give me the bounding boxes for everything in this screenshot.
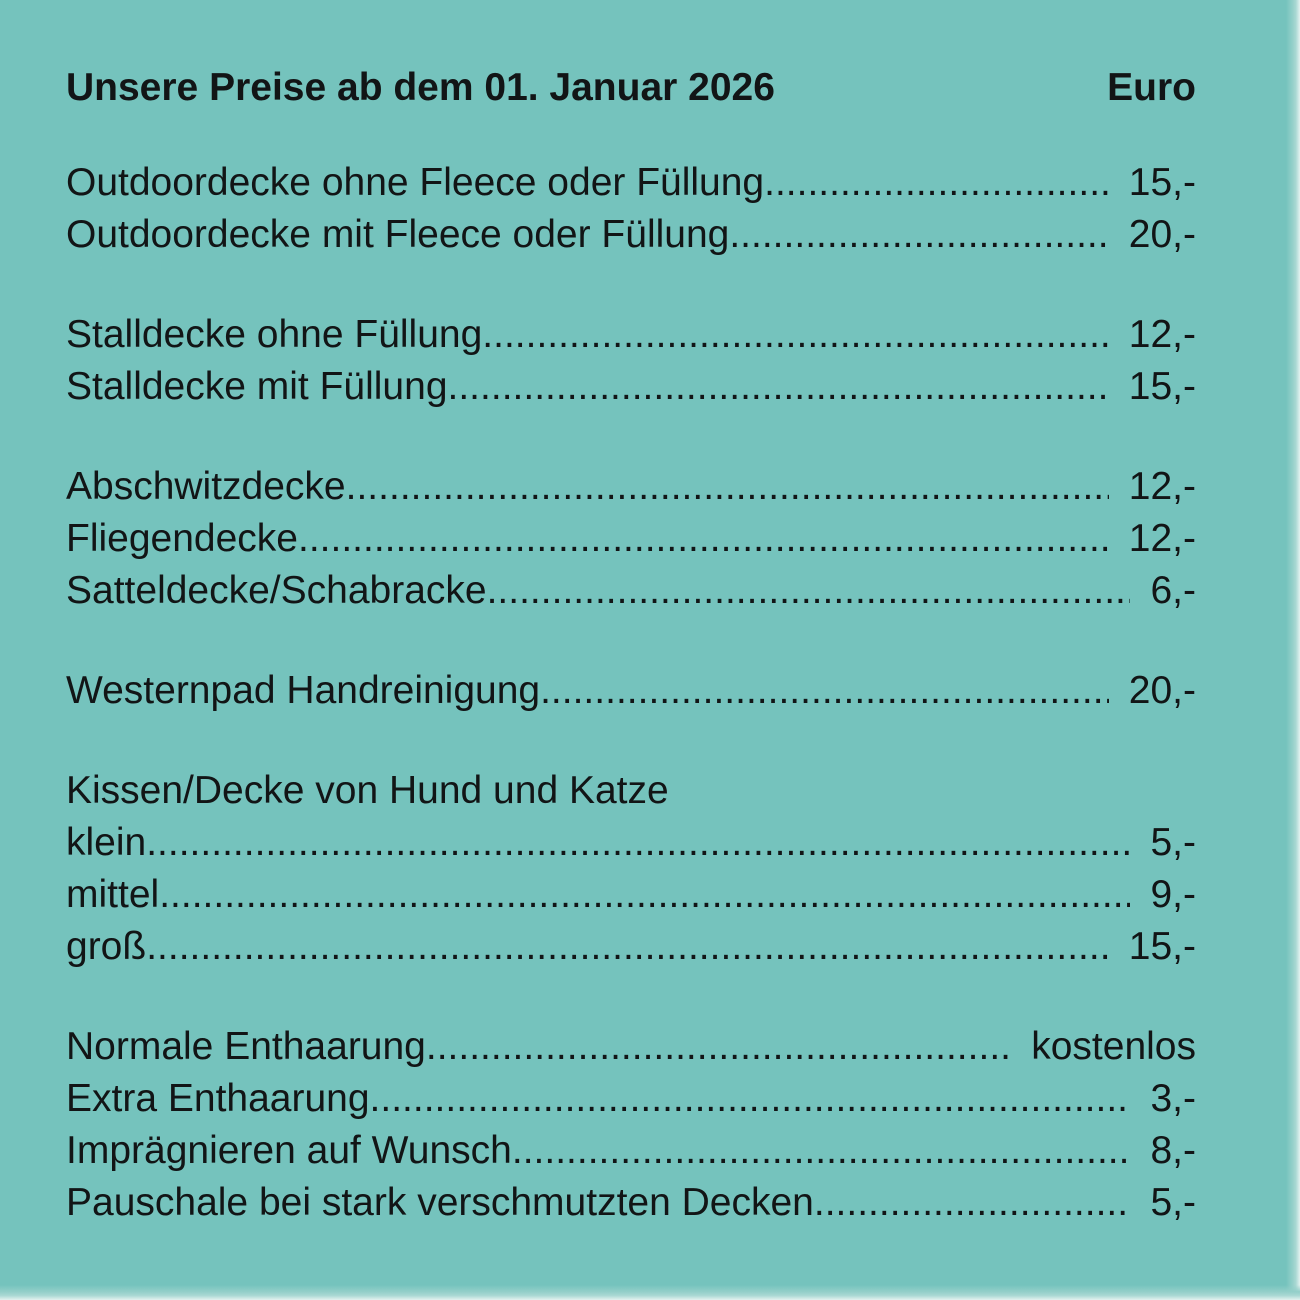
item-label: Extra Enthaarung (66, 1077, 370, 1120)
item-label: Satteldecke/Schabracke (66, 569, 487, 612)
price-row: groß ...................................… (66, 921, 1196, 973)
price-row: Imprägnieren auf Wunsch ................… (66, 1125, 1196, 1177)
price-row: Outdoordecke mit Fleece oder Füllung ...… (66, 209, 1196, 261)
price-row: Stalldecke ohne Füllung ................… (66, 309, 1196, 361)
dot-leader: ........................................… (146, 925, 1109, 968)
price-group-stalldecken: Stalldecke ohne Füllung ................… (66, 309, 1196, 413)
item-label: Stalldecke mit Füllung (66, 365, 448, 408)
item-label: Fliegendecke (66, 517, 298, 560)
dot-leader: ........................................… (345, 465, 1109, 508)
group-heading: Kissen/Decke von Hund und Katze (66, 769, 669, 812)
price-row: mittel .................................… (66, 869, 1196, 921)
item-price: 8,- (1150, 1129, 1196, 1172)
dot-leader: ........................................… (486, 569, 1131, 612)
price-group-sonstige-decken: Abschwitzdecke .........................… (66, 461, 1196, 617)
price-row: klein ..................................… (66, 817, 1196, 869)
item-price: 3,- (1150, 1077, 1196, 1120)
item-price: 15,- (1128, 161, 1196, 204)
price-group-hund-katze: Kissen/Decke von Hund und Katze klein ..… (66, 765, 1196, 973)
price-row: Pauschale bei stark verschmutzten Decken… (66, 1177, 1196, 1229)
price-row: Westernpad Handreinigung ...............… (66, 665, 1196, 717)
item-label: Outdoordecke ohne Fleece oder Füllung (66, 161, 765, 204)
item-label: Westernpad Handreinigung (66, 669, 541, 712)
item-price: 5,- (1150, 1181, 1196, 1224)
item-label: Imprägnieren auf Wunsch (66, 1129, 512, 1172)
dot-leader: ........................................… (297, 517, 1109, 560)
dot-leader: ........................................… (511, 1129, 1131, 1172)
page-edge-bottom (0, 1285, 1300, 1300)
price-row: Extra Enthaarung .......................… (66, 1073, 1196, 1125)
item-price: 12,- (1128, 465, 1196, 508)
dot-leader: ........................................… (369, 1077, 1131, 1120)
item-price: 20,- (1128, 213, 1196, 256)
price-group-outdoordecken: Outdoordecke ohne Fleece oder Füllung ..… (66, 157, 1196, 261)
item-label: groß (66, 925, 147, 968)
dot-leader: ........................................… (447, 365, 1109, 408)
currency-column-header: Euro (1107, 66, 1196, 109)
dot-leader: ........................................… (813, 1181, 1131, 1224)
item-label: Abschwitzdecke (66, 465, 346, 508)
item-price: 15,- (1128, 925, 1196, 968)
item-label: klein (66, 821, 147, 864)
item-label: Pauschale bei stark verschmutzten Decken (66, 1181, 814, 1224)
dot-leader: ........................................… (482, 313, 1109, 356)
price-group-westernpad: Westernpad Handreinigung ...............… (66, 665, 1196, 717)
page-edge-right (1286, 0, 1300, 1300)
item-price: 5,- (1150, 821, 1196, 864)
dot-leader: ........................................… (729, 213, 1109, 256)
item-price: 12,- (1128, 313, 1196, 356)
price-sheet-content: Unsere Preise ab dem 01. Januar 2026 Eur… (66, 62, 1196, 1229)
price-row: Satteldecke/Schabracke .................… (66, 565, 1196, 617)
dot-leader: ........................................… (764, 161, 1109, 204)
price-row: Fliegendecke ...........................… (66, 513, 1196, 565)
item-label: Stalldecke ohne Füllung (66, 313, 483, 356)
page-title: Unsere Preise ab dem 01. Januar 2026 (66, 66, 775, 109)
price-row: Stalldecke mit Füllung .................… (66, 361, 1196, 413)
dot-leader: ........................................… (540, 669, 1109, 712)
price-row: Abschwitzdecke .........................… (66, 461, 1196, 513)
item-price: 12,- (1128, 517, 1196, 560)
price-row: Outdoordecke ohne Fleece oder Füllung ..… (66, 157, 1196, 209)
item-label: Outdoordecke mit Fleece oder Füllung (66, 213, 730, 256)
item-price: 6,- (1150, 569, 1196, 612)
dot-leader: ........................................… (146, 821, 1130, 864)
item-label: Normale Enthaarung (66, 1025, 426, 1068)
item-price: 15,- (1128, 365, 1196, 408)
item-price: 9,- (1150, 873, 1196, 916)
dot-leader: ........................................… (159, 873, 1131, 916)
sheet-header: Unsere Preise ab dem 01. Januar 2026 Eur… (66, 62, 1196, 114)
price-row: Normale Enthaarung .....................… (66, 1021, 1196, 1073)
item-label: mittel (66, 873, 160, 916)
price-group-zusatzleistungen: Normale Enthaarung .....................… (66, 1021, 1196, 1229)
dot-leader: ........................................… (425, 1025, 1011, 1068)
item-price: kostenlos (1031, 1025, 1196, 1068)
item-price: 20,- (1128, 669, 1196, 712)
